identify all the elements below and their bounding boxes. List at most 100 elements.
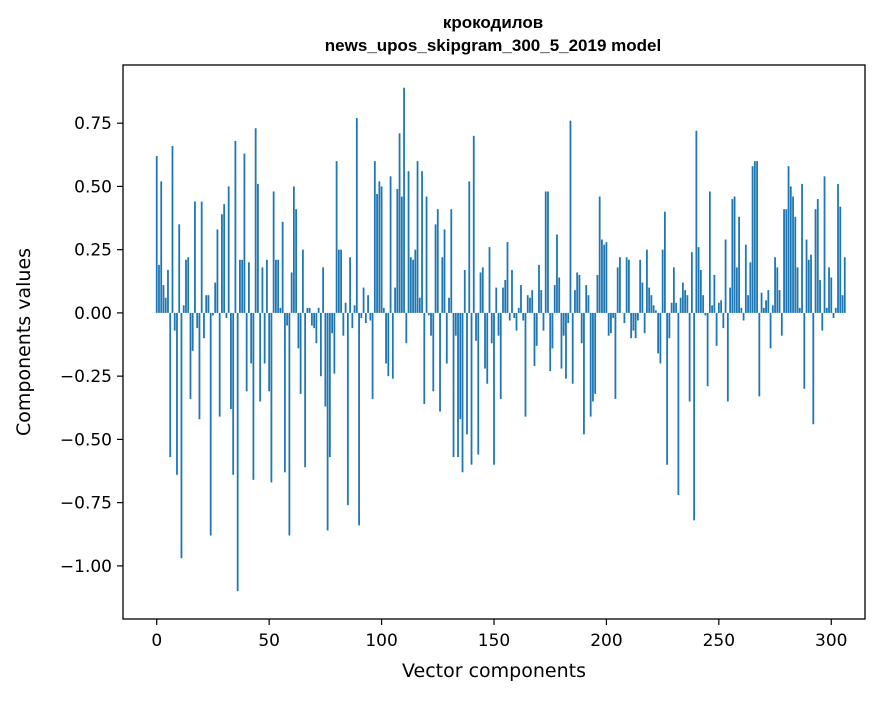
bar [214,283,216,313]
bar [844,257,846,313]
bar [677,313,679,495]
bar [657,313,659,353]
bar [473,136,475,313]
bar [489,247,491,313]
y-tick-label: 0.00 [74,304,112,324]
bar [410,257,412,313]
bar [342,313,344,336]
bar [826,308,828,313]
bar [266,260,268,313]
bar [740,308,742,313]
bar [592,313,594,402]
bar [253,313,255,480]
bar [513,313,515,318]
bar [322,267,324,313]
bar [244,154,246,313]
bar [311,313,313,326]
bar [466,313,468,434]
x-tick-label: 150 [478,631,510,651]
bar [439,313,441,412]
bar [803,313,805,389]
bar [423,313,425,404]
bar [630,313,632,338]
bar [545,191,547,312]
bar [453,313,455,457]
x-tick-label: 300 [815,631,847,651]
bar [617,267,619,313]
bar [286,313,288,326]
bar [459,313,461,419]
bar [718,303,720,313]
bar [169,313,171,457]
bar [668,313,670,338]
bar [327,313,329,531]
bar [372,313,374,399]
bar [156,156,158,313]
bar [785,209,787,313]
bar [480,272,482,312]
bar [349,257,351,313]
bar [713,275,715,313]
bar [556,234,558,312]
bar [601,240,603,313]
bar [437,209,439,313]
bar [509,313,511,321]
bar [441,257,443,313]
bar [722,313,724,328]
bar [624,313,626,323]
bar [704,313,706,316]
bar [659,313,661,364]
bar [754,161,756,313]
bar [702,295,704,313]
bar [761,293,763,313]
bar [664,212,666,313]
bar [417,161,419,313]
bar [381,186,383,312]
bar [205,295,207,313]
bar [734,197,736,313]
bar [297,313,299,348]
y-tick-label: −0.25 [60,367,112,387]
bar [403,88,405,313]
bar [610,313,612,333]
bar [226,313,228,318]
bar [819,280,821,313]
bar [639,260,641,313]
chart-subtitle: news_upos_skipgram_300_5_2019 model [325,36,661,55]
bar [686,295,688,313]
bar [565,313,567,379]
bar [313,313,315,328]
bar [239,260,241,313]
bar [358,313,360,525]
bar [419,298,421,313]
bar [457,313,459,457]
bar [450,209,452,313]
bar [747,295,749,313]
bar [248,262,250,313]
bar [471,313,473,465]
bar [163,285,165,313]
bar [201,202,203,313]
bar [165,298,167,313]
bar [743,313,745,321]
bar [365,313,367,323]
bar [302,250,304,313]
bar [203,313,205,338]
bar [642,283,644,313]
bar [378,181,380,313]
bar [241,260,243,313]
bar [279,308,281,313]
bar [306,308,308,313]
bar [527,295,529,313]
bar [615,313,617,399]
bar [158,265,160,313]
bar [599,197,601,313]
bar [414,250,416,313]
bar [567,313,569,323]
bar [282,222,284,313]
bar [187,257,189,313]
bar [594,313,596,394]
bar [572,313,574,384]
bar [644,313,646,333]
